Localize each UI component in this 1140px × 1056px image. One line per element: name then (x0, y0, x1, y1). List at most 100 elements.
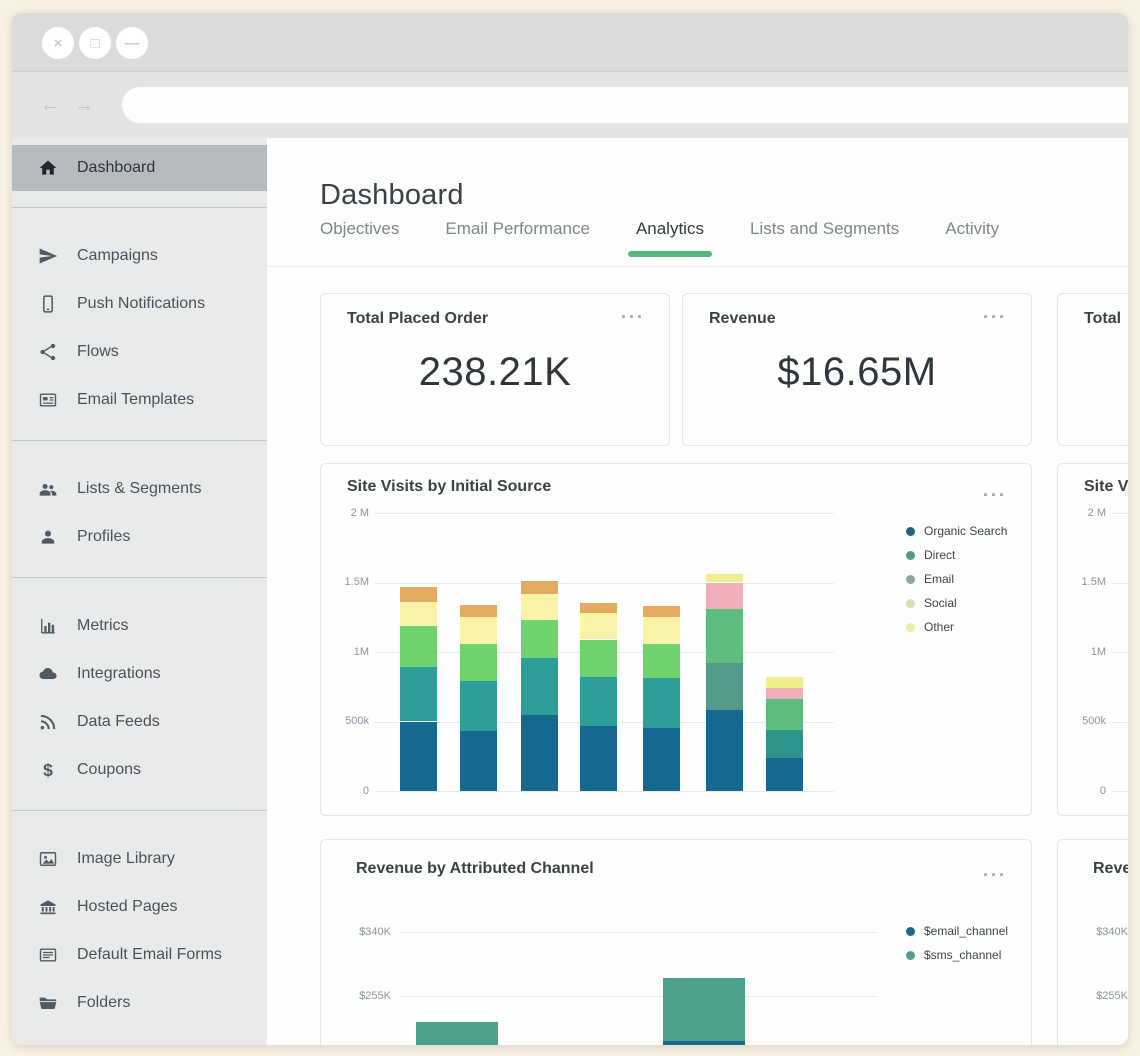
gridline (399, 996, 878, 997)
send-icon (38, 246, 58, 266)
bar-segment (521, 657, 558, 715)
tab-bar: Objectives Email Performance Analytics List… (320, 219, 1000, 257)
sidebar-item-label: Coupons (77, 761, 142, 778)
legend-label: Social (924, 596, 957, 610)
sidebar-item-coupons[interactable]: $ Coupons (12, 746, 267, 794)
chart-card-site-visits-by-initial-source: Site Visits by Initial Source ··· 2 M 1.5M 1… (320, 463, 1032, 816)
sidebar-item-lists-segments[interactable]: Lists & Segments (12, 465, 267, 513)
chart-title: Site Visits by Initial Source (1084, 478, 1128, 495)
sidebar-item-campaigns[interactable]: Campaigns (12, 232, 267, 280)
user-icon (38, 527, 58, 547)
image-icon (38, 849, 58, 869)
sidebar-item-email-templates[interactable]: Email Templates (12, 376, 267, 424)
minimize-button[interactable]: — (116, 27, 148, 59)
more-menu-icon[interactable]: ··· (983, 865, 1007, 885)
bar-segment (580, 677, 617, 726)
chart-card-revenue-by-attributed-channel: Revenue by Attributed Channel ··· $340K $25… (320, 839, 1032, 1045)
sidebar-item-folders[interactable]: Folders (12, 979, 267, 1027)
y-tick-label: 1.5M (1081, 576, 1106, 588)
sidebar-item-metrics[interactable]: Metrics (12, 602, 267, 650)
close-button[interactable]: × (42, 27, 74, 59)
forward-button[interactable]: → (74, 94, 94, 116)
sidebar-item-push-notifications[interactable]: Push Notifications (12, 280, 267, 328)
bar-segment (643, 606, 680, 618)
bar-segment (580, 603, 617, 614)
stat-card-total: Total··· (1057, 293, 1128, 446)
sidebar-item-hosted-pages[interactable]: Hosted Pages (12, 883, 267, 931)
stat-card-title: Total (1084, 310, 1122, 327)
gridline (1112, 513, 1128, 514)
y-tick-label: 2 M (1087, 506, 1106, 519)
chart-title: Revenue by Attributed Channel (1093, 860, 1128, 877)
sidebar-item-profiles[interactable]: Profiles (12, 513, 267, 561)
legend-dot-icon (906, 926, 915, 936)
legend-label: $sms_channel (924, 948, 1002, 962)
back-button[interactable]: ← (40, 94, 60, 116)
sidebar: Dashboard Campaigns Push Notifications Flow… (12, 138, 267, 1045)
legend-dot-icon (906, 550, 915, 560)
bar-segment (663, 977, 745, 1042)
bar-segment (766, 757, 803, 791)
news-icon (38, 390, 58, 410)
tabs-divider (267, 266, 1128, 267)
sidebar-item-label: Flows (77, 343, 119, 360)
chart-legend: Organic Search Direct Email Social Other (906, 524, 1007, 634)
legend-label: Email (924, 572, 955, 586)
legend-item: Other (906, 620, 1007, 634)
users-icon (38, 479, 58, 499)
more-menu-icon[interactable]: ··· (983, 307, 1007, 327)
bar-segment (766, 699, 803, 730)
tab-objectives[interactable]: Objectives (320, 219, 400, 238)
browser-window: × □ — ← → Dashboard Campaigns Push Notific… (12, 13, 1128, 1045)
bar-segment (643, 617, 680, 644)
sidebar-item-dashboard[interactable]: Dashboard (12, 145, 267, 191)
bar-segment (766, 729, 803, 758)
y-tick-label: $255K (1096, 989, 1128, 1002)
legend-label: Other (924, 620, 955, 634)
gridline (375, 513, 834, 514)
gridline (1112, 582, 1128, 584)
y-tick-label: $340K (359, 925, 391, 938)
maximize-button[interactable]: □ (79, 27, 111, 59)
tab-lists-and-segments[interactable]: Lists and Segments (749, 219, 900, 238)
y-tick-label: 500k (345, 715, 369, 727)
stat-card-value: 238.21K (418, 350, 572, 394)
tab-email-performance[interactable]: Email Performance (445, 219, 590, 238)
browser-toolbar: ← → (12, 72, 1128, 138)
more-menu-icon[interactable]: ··· (983, 485, 1007, 505)
gridline (375, 582, 834, 584)
metrics-icon (38, 616, 58, 636)
bar-segment (580, 725, 617, 791)
sidebar-item-data-feeds[interactable]: Data Feeds (12, 698, 267, 746)
tab-analytics[interactable]: Analytics (627, 219, 713, 257)
dollar-icon: $ (38, 760, 58, 780)
sidebar-divider (12, 440, 267, 441)
sidebar-item-flows[interactable]: Flows (12, 328, 267, 376)
sidebar-item-image-library[interactable]: Image Library (12, 835, 267, 883)
tab-activity[interactable]: Activity (945, 219, 1000, 238)
legend-item: Social (906, 596, 1007, 610)
maximize-icon: □ (90, 34, 100, 52)
svg-text:$: $ (43, 760, 53, 780)
page-title: Dashboard (320, 179, 464, 212)
y-tick-label: 0 (362, 784, 369, 797)
sidebar-item-default-email-forms[interactable]: Default Email Forms (12, 931, 267, 979)
sidebar-item-label: Campaigns (77, 247, 158, 264)
stat-card-value: $16.65M (777, 350, 937, 394)
sidebar-item-label: Lists & Segments (77, 480, 202, 497)
bar-segment (460, 731, 497, 791)
rss-icon (38, 712, 58, 732)
address-bar[interactable] (122, 87, 1128, 123)
sidebar-item-integrations[interactable]: Integrations (12, 650, 267, 698)
bar-segment (706, 582, 743, 609)
chart-card-site-visits-by-initial-source-partial: Site Visits by Initial Source···2 M1.5M1… (1057, 463, 1128, 816)
bar-segment (766, 688, 803, 700)
stat-card-revenue: Revenue ··· $16.65M (682, 293, 1032, 446)
more-menu-icon[interactable]: ··· (621, 307, 645, 327)
bar-segment (580, 613, 617, 640)
y-tick-label: $340K (1096, 925, 1128, 938)
bar-segment (400, 721, 437, 791)
gridline (1112, 791, 1128, 792)
sidebar-divider (12, 577, 267, 578)
